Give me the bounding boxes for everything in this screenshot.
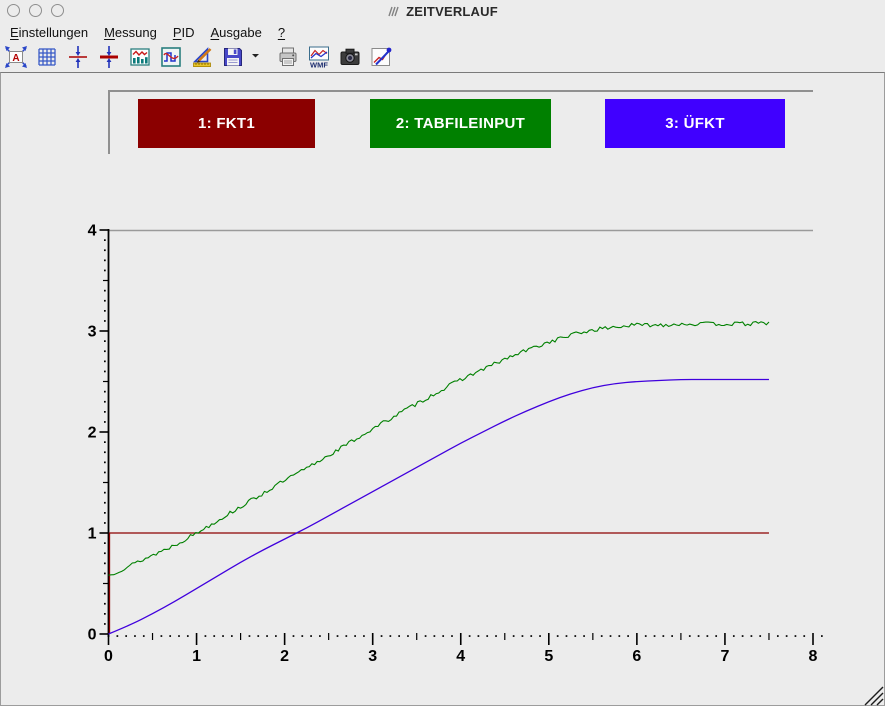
toolbar: A [2,42,394,72]
legend-button-1[interactable]: 1: FKT1 [138,99,315,148]
x-tick-label: 6 [632,648,641,665]
toolbar-save-button[interactable] [219,44,246,71]
toolbar-ruler-button[interactable] [188,44,215,71]
toolbar-export-wmf-button[interactable]: WMF [305,44,332,71]
grid-icon [35,45,59,69]
x-tick-label: 7 [720,648,729,665]
edit-chart-icon [369,45,393,69]
scope-icon [159,45,183,69]
x-tick-label: 8 [809,648,818,665]
cursor-horizontal-icon [66,45,90,69]
toolbar-snapshot-button[interactable] [336,44,363,71]
export-wmf-icon: WMF [306,45,332,69]
print-icon [276,45,300,69]
legend-button-3[interactable]: 3: ÜFKT [605,99,785,148]
y-tick-label: 4 [88,223,97,240]
toolbar-zoom-fit-button[interactable]: A [2,44,29,71]
menu-item-einstellungen[interactable]: Einstellungen [10,24,89,40]
ruler-icon [190,45,214,69]
toolbar-cursor-horizontal-button[interactable] [64,44,91,71]
title-group: ZEITVERLAUF [0,0,885,22]
client-area-frame [0,72,885,706]
y-tick-label: 0 [88,627,97,644]
toolbar-print-button[interactable] [274,44,301,71]
x-tick-label: 0 [104,648,113,665]
y-tick-label: 2 [88,425,97,442]
title-bar: ZEITVERLAUF [0,0,885,22]
toolbar-grid-button[interactable] [33,44,60,71]
legend-panel [108,90,813,154]
x-tick-label: 5 [544,648,553,665]
resize-grip[interactable] [861,684,885,706]
window-minimize-button[interactable] [29,4,42,17]
x-tick-label: 2 [280,648,289,665]
menu-item-messung[interactable]: Messung [104,24,157,40]
y-tick-label: 3 [88,324,97,341]
toolbar-save-dropdown-button[interactable] [250,44,261,71]
toolbar-signal-bars-button[interactable] [126,44,153,71]
menu-bar: Einstellungen Messung PID Ausgabe? [0,22,885,42]
toolbar-cursor-horizontal-bold-button[interactable] [95,44,122,71]
app-icon [388,6,399,16]
window-close-button[interactable] [7,4,20,17]
signal-bars-icon [128,45,152,69]
series-curve-1 [108,532,769,634]
series-curve-2 [108,321,770,576]
svg-text:WMF: WMF [310,61,328,70]
x-tick-label: 3 [368,648,377,665]
menu-item-?[interactable]: ? [277,24,286,40]
window-title: ZEITVERLAUF [406,3,498,19]
snapshot-icon [338,45,362,69]
menu-item-ausgabe[interactable]: Ausgabe [210,24,262,40]
save-dropdown-icon [251,43,260,72]
toolbar-edit-chart-button[interactable] [367,44,394,71]
svg-text:A: A [12,53,19,64]
x-tick-label: 1 [192,648,201,665]
zoom-fit-icon: A [4,45,28,69]
y-tick-label: 1 [88,526,97,543]
window-maximize-button[interactable] [51,4,64,17]
toolbar-scope-button[interactable] [157,44,184,71]
series-curve-3 [108,378,769,635]
cursor-horizontal-bold-icon [97,45,121,69]
menu-item-pid[interactable]: PID [172,24,195,40]
x-tick-label: 4 [456,648,465,665]
save-icon [221,45,245,69]
legend-button-2[interactable]: 2: TABFILEINPUT [370,99,551,148]
